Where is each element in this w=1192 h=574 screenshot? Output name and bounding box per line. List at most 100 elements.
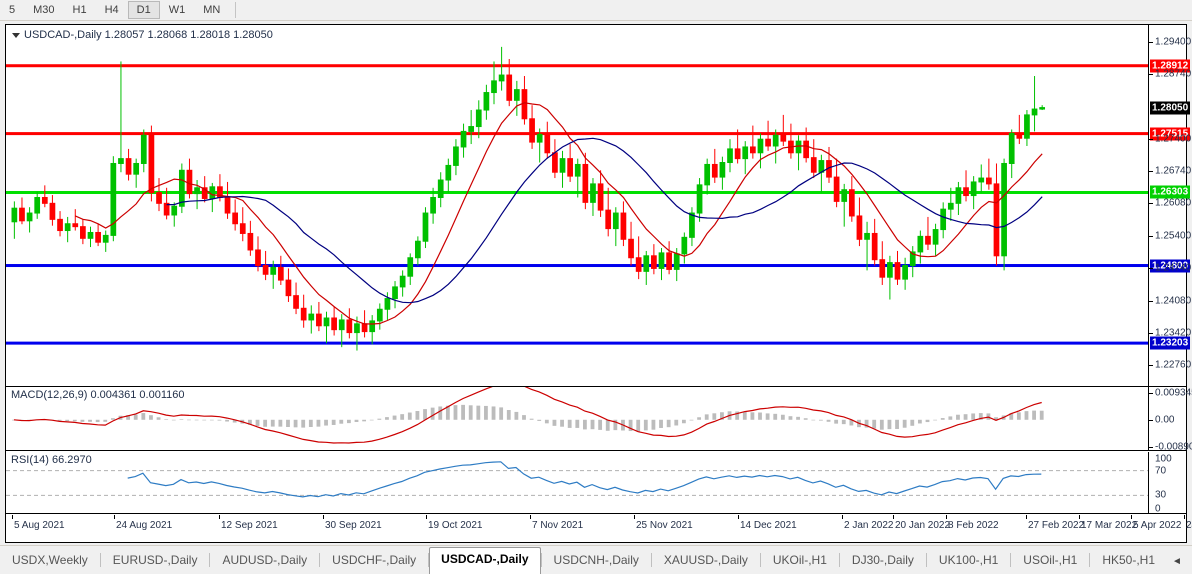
tab-separator — [209, 553, 211, 567]
rsi-axis-label: 70 — [1155, 465, 1167, 477]
tab-separator — [540, 553, 542, 567]
candle-group — [11, 46, 1046, 351]
rsi-plot-area[interactable] — [6, 452, 1148, 513]
time-tick — [530, 515, 531, 519]
macd-axis-label: 0.009345 — [1155, 387, 1192, 399]
tab-scroll-prev-button[interactable]: ◄ — [1172, 556, 1182, 567]
price-label-highlight[interactable]: 1.23203 — [1150, 336, 1191, 350]
price-label-highlight[interactable]: 1.28912 — [1150, 59, 1191, 73]
price-pane[interactable]: USDCAD-,Daily 1.28057 1.28068 1.28018 1.… — [6, 25, 1191, 387]
chart-tab-usoil-h1[interactable]: USOil-,H1 — [1023, 553, 1078, 567]
chart-tab-usdcnh-daily[interactable]: USDCNH-,Daily — [553, 553, 639, 567]
candlestick-series — [6, 46, 1148, 351]
chart-tab-uk100-h1[interactable]: UK100-,H1 — [938, 553, 999, 567]
time-axis-label: 17 Mar 2022 — [1081, 520, 1138, 531]
macd-axis-label: -0.008902 — [1155, 441, 1192, 453]
chart-tabbar: USDX,Weekly EURUSD-,Daily AUDUSD-,Daily USD… — [0, 545, 1192, 574]
chart-tab-usdcad-daily[interactable]: USDCAD-,Daily — [429, 547, 541, 574]
chart-tab-usdx-weekly[interactable]: USDX,Weekly — [12, 553, 88, 567]
collapse-arrow-icon[interactable] — [12, 32, 20, 38]
price-label: 1.22760 — [1155, 359, 1192, 371]
chart-tab-dj30-daily[interactable]: DJ30-,Daily — [851, 553, 914, 567]
macd-axis-label: 0.00 — [1155, 414, 1175, 426]
chart-tab-xauusd-daily[interactable]: XAUUSD-,Daily — [663, 553, 748, 567]
time-tick — [323, 515, 324, 519]
time-tick — [946, 515, 947, 519]
price-tick — [1149, 364, 1153, 366]
toolbar-divider — [235, 2, 237, 18]
price-label-highlight[interactable]: 1.27515 — [1150, 127, 1191, 141]
chart-tab-usdchf-daily[interactable]: USDCHF-,Daily — [332, 553, 417, 567]
price-label-highlight[interactable]: 1.24800 — [1150, 259, 1191, 273]
macd-axis[interactable]: 0.009345 0.00 -0.008902 — [1148, 387, 1192, 453]
level-line-support-blue-lower[interactable] — [6, 341, 1148, 345]
chart-tab-audusd-daily[interactable]: AUDUSD-,Daily — [222, 553, 308, 567]
tab-separator — [650, 553, 652, 567]
time-axis-label: 19 Oct 2021 — [428, 520, 483, 531]
time-tick — [12, 515, 13, 519]
price-tick — [1149, 268, 1153, 270]
chart-frame: USDCAD-,Daily 1.28057 1.28068 1.28018 1.… — [5, 24, 1192, 543]
price-tick — [1149, 236, 1153, 238]
time-axis-label: 20 Jan 2022 — [895, 520, 951, 531]
price-axis[interactable]: 1.29400 1.28912 1.28740 1.28050 1.27515 1.274… — [1148, 25, 1191, 386]
timeframe-mn[interactable]: MN — [203, 4, 221, 16]
timeframe-m30[interactable]: M30 — [33, 4, 55, 16]
timeframe-w1[interactable]: W1 — [168, 4, 186, 16]
tab-scroll-next-button[interactable]: ► — [1187, 556, 1192, 574]
tab-separator — [1010, 553, 1012, 567]
tab-separator — [1089, 553, 1091, 567]
time-axis-labels: 5 Aug 2021 24 Aug 2021 12 Sep 2021 30 Sep 2… — [6, 515, 1192, 542]
price-label: 1.27400 — [1155, 133, 1192, 145]
price-header-text: USDCAD-,Daily 1.28057 1.28068 1.28018 1.… — [24, 29, 273, 41]
tab-separator — [925, 553, 927, 567]
time-axis-label: 5 Apr 2022 — [1133, 520, 1182, 531]
price-label: 1.23420 — [1155, 327, 1192, 339]
tab-separator — [838, 553, 840, 567]
macd-pane[interactable]: MACD(12,26,9) 0.004361 0.001160 0.009345… — [6, 387, 1192, 453]
time-axis-label: 24 Apr 2022 — [1186, 520, 1192, 531]
macd-tick — [1149, 393, 1153, 394]
rsi-pane[interactable]: RSI(14) 66.2970 100 70 30 0 — [6, 452, 1186, 515]
level-line-resistance-upper[interactable] — [6, 64, 1148, 68]
time-tick — [219, 515, 220, 519]
rsi-axis-label: 100 — [1155, 453, 1172, 465]
level-line-support-blue-upper[interactable] — [6, 264, 1148, 268]
chart-tab-eurusd-daily[interactable]: EURUSD-,Daily — [112, 553, 198, 567]
chart-tab-hk50-h1[interactable]: HK50-,H1 — [1102, 553, 1155, 567]
time-axis-label: 12 Sep 2021 — [221, 520, 278, 531]
price-tick — [1149, 300, 1153, 302]
time-axis-label: 5 Aug 2021 — [14, 520, 65, 531]
price-label: 1.29400 — [1155, 36, 1192, 48]
time-axis-label: 27 Feb 2022 — [1028, 520, 1085, 531]
price-pane-header: USDCAD-,Daily 1.28057 1.28068 1.28018 1.… — [12, 29, 273, 41]
timeframe-d1[interactable]: D1 — [127, 1, 160, 19]
time-tick — [842, 515, 843, 519]
timeframe-h1[interactable]: H1 — [72, 4, 87, 16]
macd-plot-area[interactable] — [6, 387, 1148, 450]
level-line-support-green[interactable] — [6, 190, 1148, 194]
price-tick — [1149, 74, 1153, 76]
timeframe-toolbar: 5 M30 H1 H4 D1 W1 MN — [0, 0, 1192, 21]
rsi-axis[interactable]: 100 70 30 0 — [1148, 452, 1186, 515]
timeframe-h4[interactable]: H4 — [104, 4, 119, 16]
level-line-resistance-lower[interactable] — [6, 132, 1148, 136]
time-axis-label: 14 Dec 2021 — [740, 520, 797, 531]
price-plot-area[interactable] — [6, 25, 1148, 386]
timeframe-5[interactable]: 5 — [9, 4, 16, 16]
time-axis-label: 2 Jan 2022 — [844, 520, 894, 531]
time-tick — [1026, 515, 1027, 519]
price-tick — [1149, 42, 1153, 43]
rsi-series — [6, 461, 1148, 498]
macd-series — [12, 387, 1044, 444]
price-label-highlight[interactable]: 1.26303 — [1150, 185, 1191, 199]
chart-tab-list: USDX,Weekly EURUSD-,Daily AUDUSD-,Daily USD… — [0, 547, 1167, 574]
price-tick — [1149, 171, 1153, 173]
macd-line — [13, 387, 1042, 444]
macd-histogram — [12, 404, 1044, 432]
price-label: 1.25400 — [1155, 230, 1192, 242]
chart-tab-ukoil-h1[interactable]: UKOil-,H1 — [772, 553, 827, 567]
time-tick — [634, 515, 635, 519]
price-label-highlight[interactable]: 1.28050 — [1150, 101, 1191, 115]
